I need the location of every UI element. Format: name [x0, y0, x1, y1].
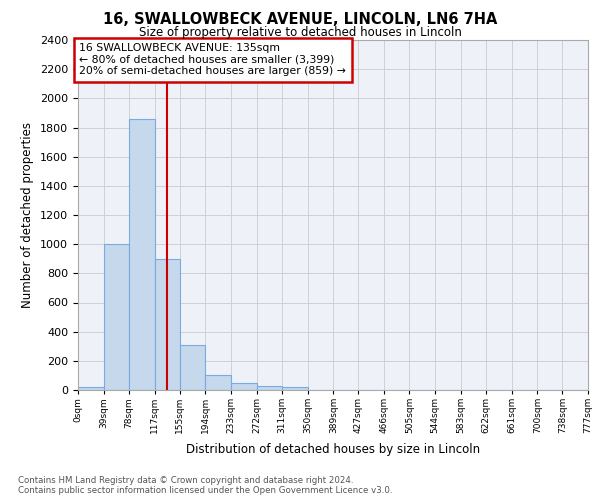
Text: Contains HM Land Registry data © Crown copyright and database right 2024.
Contai: Contains HM Land Registry data © Crown c… [18, 476, 392, 495]
Bar [231, 384, 257, 390]
Bar [155, 259, 180, 390]
Bar [180, 345, 205, 390]
Bar [104, 244, 129, 390]
Text: 16, SWALLOWBECK AVENUE, LINCOLN, LN6 7HA: 16, SWALLOWBECK AVENUE, LINCOLN, LN6 7HA [103, 12, 497, 28]
Text: Size of property relative to detached houses in Lincoln: Size of property relative to detached ho… [139, 26, 461, 39]
Y-axis label: Number of detached properties: Number of detached properties [22, 122, 34, 308]
Bar [129, 119, 155, 390]
Bar [257, 386, 282, 390]
Text: 16 SWALLOWBECK AVENUE: 135sqm
← 80% of detached houses are smaller (3,399)
20% o: 16 SWALLOWBECK AVENUE: 135sqm ← 80% of d… [79, 43, 346, 76]
Bar [282, 387, 308, 390]
Text: Distribution of detached houses by size in Lincoln: Distribution of detached houses by size … [186, 442, 480, 456]
Bar [205, 374, 231, 390]
Bar [78, 387, 104, 390]
